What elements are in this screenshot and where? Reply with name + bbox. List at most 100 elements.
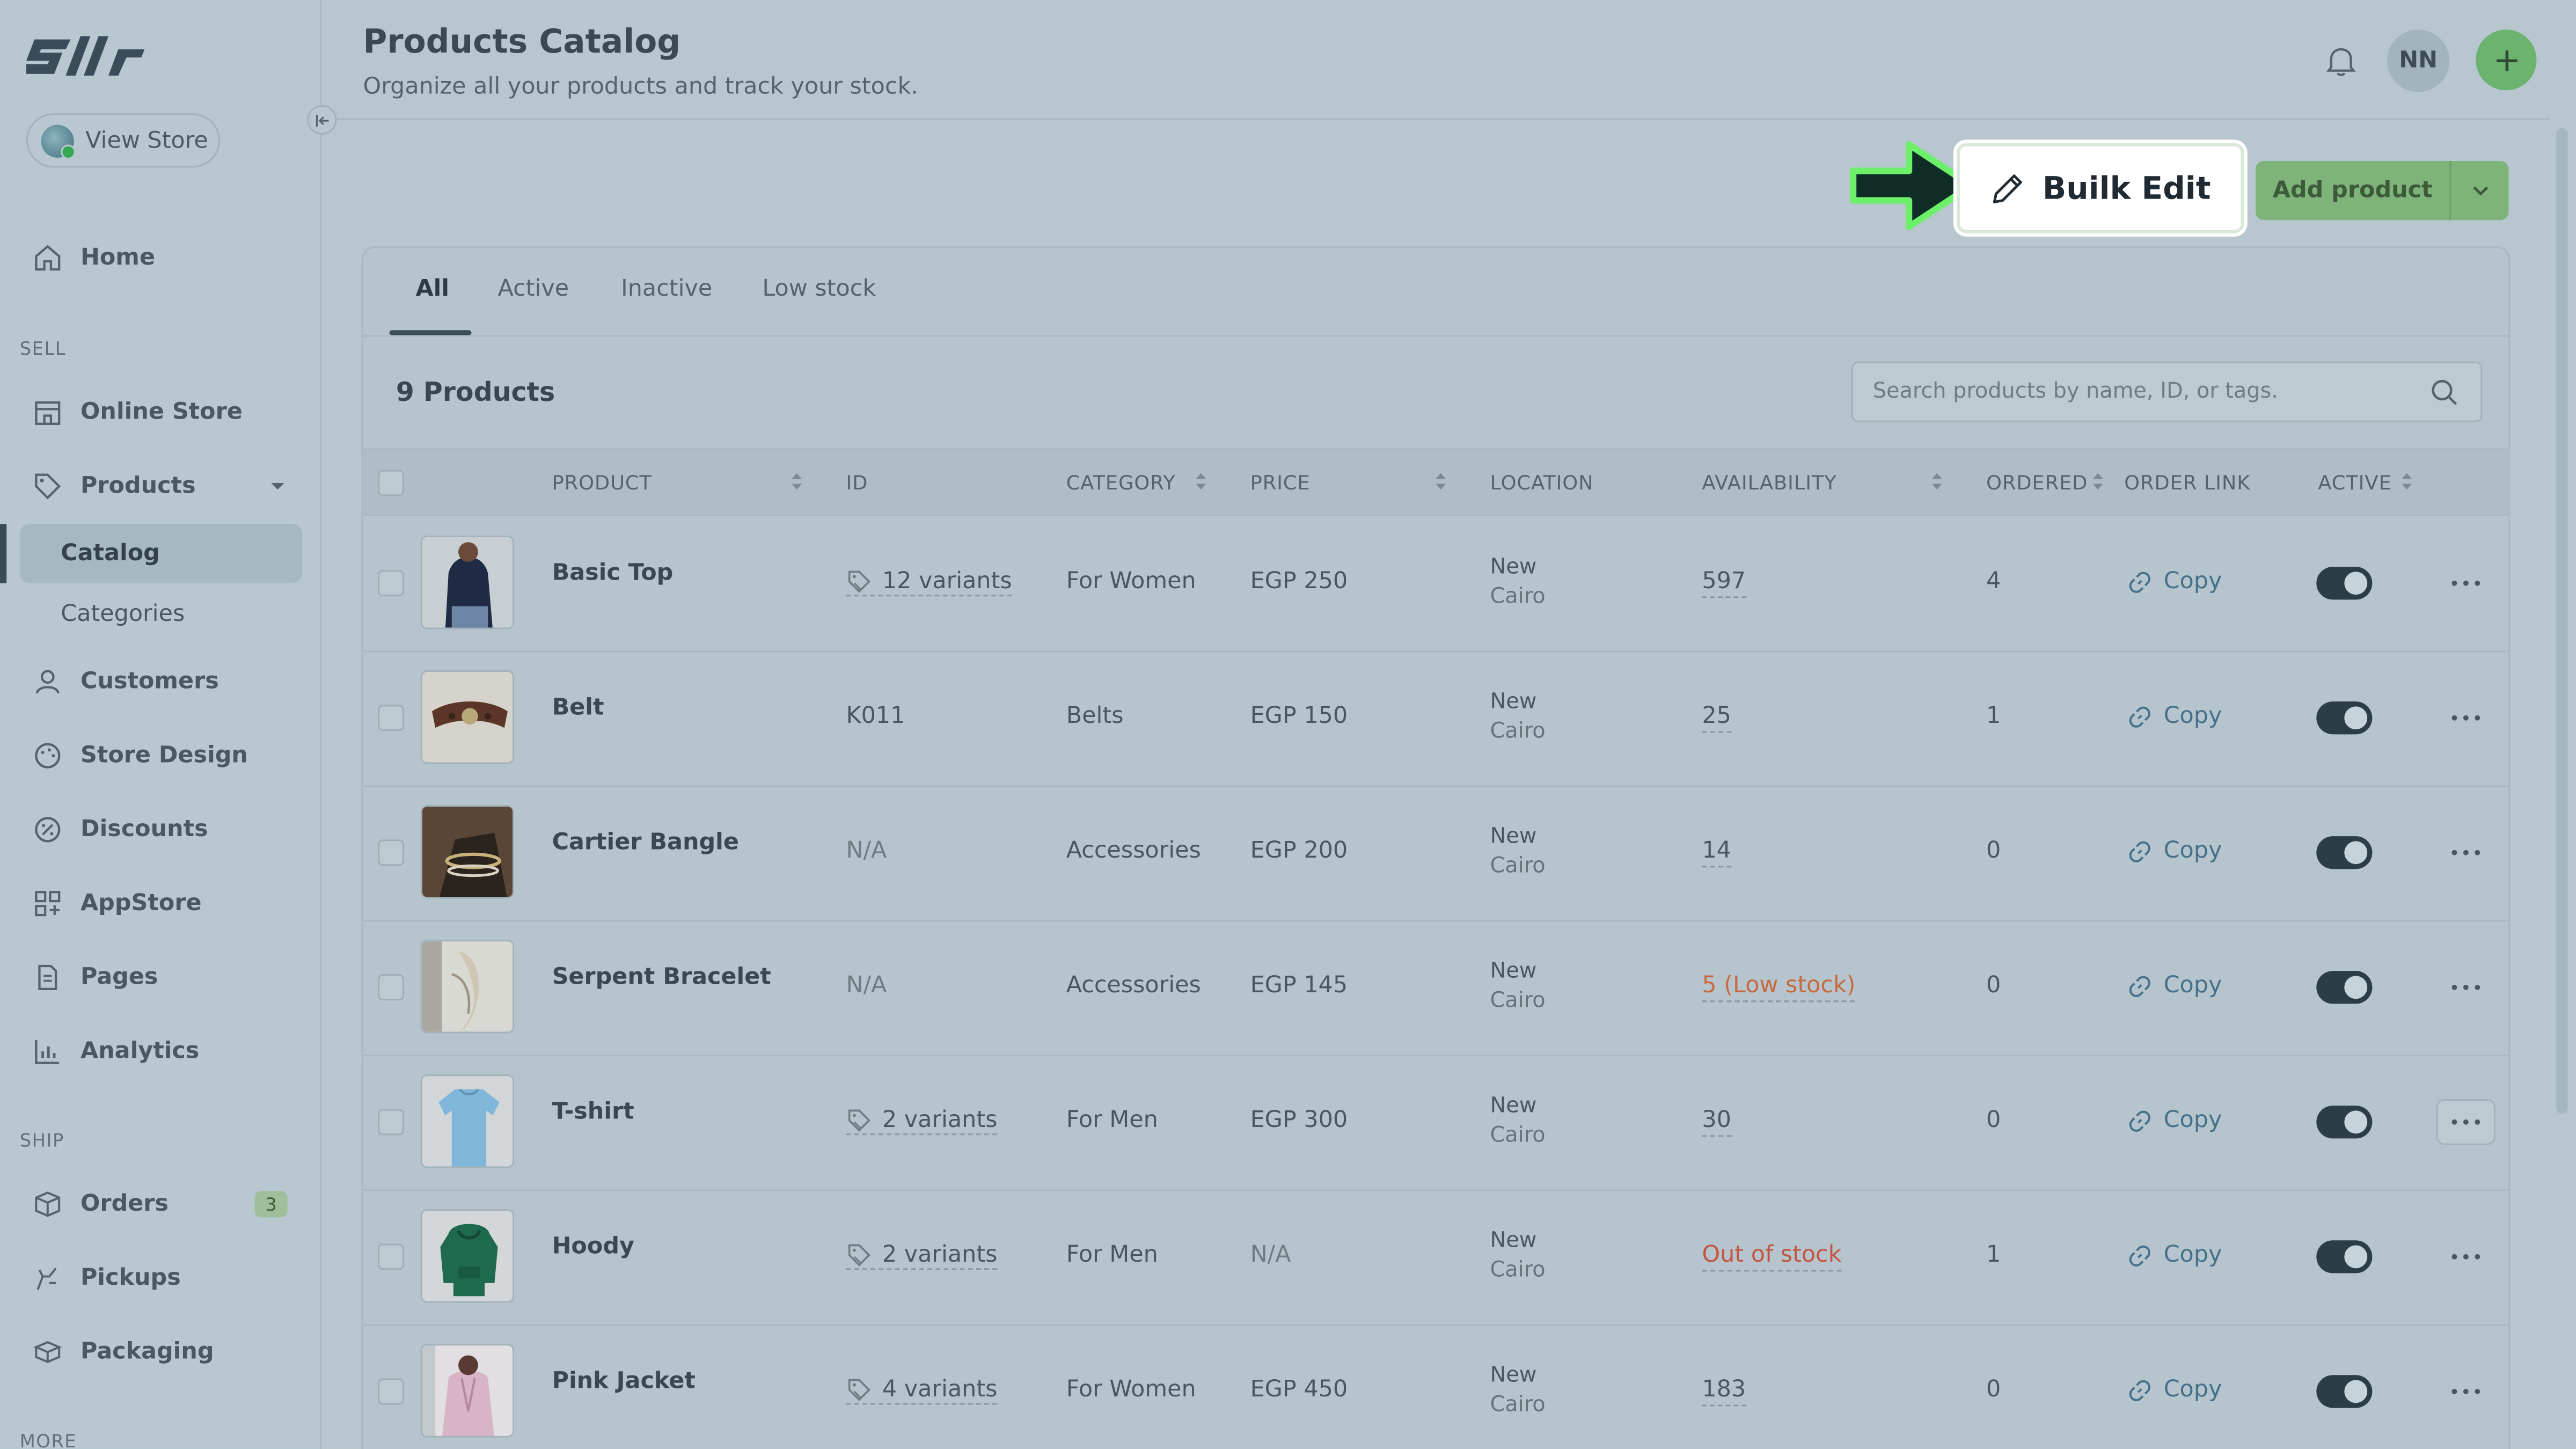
page-scrollbar[interactable] (2556, 128, 2568, 1114)
sort-icon[interactable] (1434, 472, 1447, 492)
sidebar-item-packaging[interactable]: Packaging (33, 1337, 214, 1367)
search-input[interactable] (1872, 379, 2415, 405)
active-toggle[interactable] (2316, 1375, 2373, 1408)
column-header-availability[interactable]: AVAILABILITY (1702, 472, 1836, 495)
row-checkbox[interactable] (378, 839, 405, 866)
sidebar-item-orders[interactable]: Orders (33, 1189, 169, 1219)
copy-order-link-button[interactable]: Copy (2127, 1377, 2222, 1403)
product-name[interactable]: Basic Top (552, 560, 674, 587)
product-name[interactable]: Cartier Bangle (552, 829, 739, 856)
sidebar-item-discounts[interactable]: Discounts (33, 815, 208, 844)
product-id-cell[interactable]: 2 variants (846, 1107, 998, 1136)
active-toggle[interactable] (2316, 1240, 2373, 1274)
product-availability-cell[interactable]: 14 (1702, 838, 1731, 868)
product-availability-cell[interactable]: 183 (1702, 1377, 1746, 1407)
copy-order-link-button[interactable]: Copy (2127, 703, 2222, 729)
row-checkbox[interactable] (378, 974, 405, 1001)
sort-icon[interactable] (2400, 472, 2413, 492)
column-header-ordered[interactable]: ORDERED (1986, 472, 2088, 495)
sidebar-item-customers[interactable]: Customers (33, 667, 219, 697)
product-thumbnail[interactable] (420, 1344, 515, 1438)
product-name[interactable]: T-shirt (552, 1099, 634, 1125)
row-more-actions-button[interactable] (2436, 560, 2496, 606)
sidebar-item-catalog[interactable]: Catalog (61, 540, 160, 567)
row-checkbox[interactable] (378, 1243, 405, 1270)
product-id-cell: K011 (846, 703, 905, 729)
row-more-actions-button[interactable] (2436, 1234, 2496, 1280)
column-header-price[interactable]: PRICE (1250, 472, 1311, 495)
add-product-dropdown-button[interactable] (2449, 160, 2508, 221)
active-toggle[interactable] (2316, 567, 2373, 600)
sidebar-item-pickups[interactable]: Pickups (33, 1263, 181, 1293)
sort-icon[interactable] (790, 472, 803, 492)
notification-bell-icon[interactable] (2323, 43, 2359, 79)
brand-logo[interactable] (26, 26, 158, 92)
row-more-actions-button[interactable] (2436, 695, 2496, 741)
row-checkbox[interactable] (378, 705, 405, 731)
tab-inactive[interactable]: Inactive (621, 276, 713, 303)
sort-icon[interactable] (2091, 472, 2104, 492)
sidebar-item-pages[interactable]: Pages (33, 963, 158, 992)
product-name[interactable]: Serpent Bracelet (552, 964, 771, 991)
sidebar-item-appstore[interactable]: AppStore (33, 889, 202, 918)
sidebar-item-products[interactable]: Products (33, 472, 289, 501)
create-new-button[interactable] (2476, 30, 2537, 91)
product-availability-cell[interactable]: 25 (1702, 703, 1731, 733)
sidebar-item-analytics[interactable]: Analytics (33, 1037, 199, 1066)
search-icon[interactable] (2430, 378, 2460, 407)
select-all-checkbox[interactable] (378, 470, 405, 496)
collapse-sidebar-button[interactable] (307, 105, 337, 135)
copy-order-link-button[interactable]: Copy (2127, 838, 2222, 864)
product-thumbnail[interactable] (420, 1209, 515, 1303)
sort-icon[interactable] (1194, 472, 1207, 492)
column-header-active[interactable]: ACTIVE (2318, 472, 2391, 495)
product-name[interactable]: Hoody (552, 1233, 634, 1260)
row-more-actions-button[interactable] (2436, 830, 2496, 876)
sidebar-item-home[interactable]: Home (33, 243, 155, 273)
product-id-cell[interactable]: 12 variants (846, 568, 1012, 597)
copy-order-link-button[interactable]: Copy (2127, 972, 2222, 999)
active-toggle[interactable] (2316, 1106, 2373, 1139)
chevron-down-icon (2472, 186, 2487, 196)
tab-active[interactable]: Active (497, 276, 569, 303)
product-id-cell[interactable]: 4 variants (846, 1377, 998, 1405)
row-more-actions-button[interactable] (2436, 1368, 2496, 1415)
active-toggle[interactable] (2316, 701, 2373, 735)
product-availability-cell[interactable]: 30 (1702, 1107, 1731, 1137)
sidebar-item-online-store[interactable]: Online Store (33, 398, 243, 427)
sidebar-item-categories[interactable]: Categories (61, 601, 185, 628)
user-avatar[interactable]: NN (2387, 30, 2450, 92)
column-header-product[interactable]: PRODUCT (552, 472, 652, 495)
product-thumbnail[interactable] (420, 1074, 515, 1168)
link-icon (2129, 975, 2150, 997)
copy-order-link-button[interactable]: Copy (2127, 1107, 2222, 1133)
copy-order-link-button[interactable]: Copy (2127, 1242, 2222, 1268)
product-name[interactable]: Pink Jacket (552, 1368, 696, 1395)
product-availability-cell[interactable]: Out of stock (1702, 1242, 1842, 1272)
product-id: N/A (846, 972, 887, 999)
row-more-actions-button[interactable] (2436, 1099, 2496, 1145)
product-name[interactable]: Belt (552, 694, 604, 721)
active-toggle[interactable] (2316, 971, 2373, 1004)
product-thumbnail[interactable] (420, 670, 515, 764)
product-thumbnail[interactable] (420, 940, 515, 1034)
product-availability-cell[interactable]: 597 (1702, 568, 1746, 598)
product-thumbnail[interactable] (420, 535, 515, 630)
product-availability-cell[interactable]: 5 (Low stock) (1702, 972, 1856, 1002)
sort-icon[interactable] (1930, 472, 1943, 492)
row-more-actions-button[interactable] (2436, 964, 2496, 1011)
add-product-button[interactable]: Add product (2256, 160, 2509, 221)
view-store-button[interactable]: View Store (26, 113, 221, 168)
copy-order-link-button[interactable]: Copy (2127, 568, 2222, 595)
bulk-edit-button[interactable]: Builk Edit (1956, 143, 2244, 233)
sidebar-item-store-design[interactable]: Store Design (33, 741, 248, 771)
row-checkbox[interactable] (378, 1378, 405, 1405)
tab-all[interactable]: All (415, 276, 450, 303)
product-id-cell[interactable]: 2 variants (846, 1242, 998, 1270)
active-toggle[interactable] (2316, 836, 2373, 869)
row-checkbox[interactable] (378, 570, 405, 597)
row-checkbox[interactable] (378, 1109, 405, 1136)
product-thumbnail[interactable] (420, 804, 515, 899)
column-header-category[interactable]: CATEGORY (1066, 472, 1176, 495)
tab-low-stock[interactable]: Low stock (762, 276, 876, 303)
